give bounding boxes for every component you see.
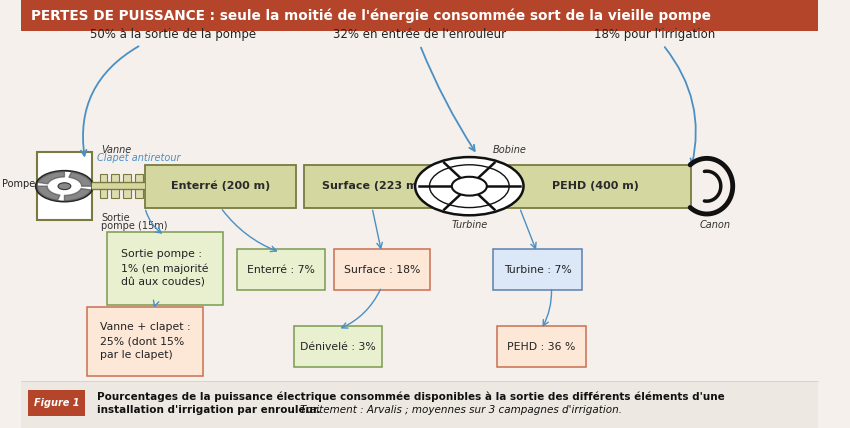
Text: Enterré (200 m): Enterré (200 m) xyxy=(171,181,270,191)
FancyBboxPatch shape xyxy=(493,249,581,290)
Text: pompe (15m): pompe (15m) xyxy=(101,221,167,231)
Text: Traitement : Arvalis ; moyennes sur 3 campagnes d'irrigation.: Traitement : Arvalis ; moyennes sur 3 ca… xyxy=(300,405,622,415)
Text: PERTES DE PUISSANCE : seule la moitié de l'énergie consommée sort de la vieille : PERTES DE PUISSANCE : seule la moitié de… xyxy=(31,8,711,23)
Text: Pompe: Pompe xyxy=(3,179,36,189)
Polygon shape xyxy=(37,186,60,200)
Text: 18% pour l'irrigation: 18% pour l'irrigation xyxy=(594,28,716,41)
FancyBboxPatch shape xyxy=(334,249,430,290)
Text: installation d'irrigation par enrouleur.: installation d'irrigation par enrouleur. xyxy=(97,405,325,415)
FancyBboxPatch shape xyxy=(135,174,144,198)
FancyBboxPatch shape xyxy=(106,232,223,305)
FancyBboxPatch shape xyxy=(236,249,325,290)
Text: Figure 1: Figure 1 xyxy=(34,398,79,408)
Text: Surface : 18%: Surface : 18% xyxy=(344,265,420,275)
Text: Dénivelé : 3%: Dénivelé : 3% xyxy=(300,342,376,352)
Polygon shape xyxy=(38,172,65,184)
Text: Sortie pompe :
1% (en majorité
dû aux coudes): Sortie pompe : 1% (en majorité dû aux co… xyxy=(121,249,208,288)
Text: 32% en entrée de l'enrouleur: 32% en entrée de l'enrouleur xyxy=(333,28,507,41)
Polygon shape xyxy=(69,172,92,186)
Text: Surface (223 m): Surface (223 m) xyxy=(322,181,422,191)
FancyBboxPatch shape xyxy=(294,326,382,367)
Text: Pourcentages de la puissance électrique consommée disponibles à la sortie des di: Pourcentages de la puissance électrique … xyxy=(97,392,725,402)
Text: Vanne: Vanne xyxy=(101,146,132,155)
Text: PEHD : 36 %: PEHD : 36 % xyxy=(507,342,575,352)
Text: Canon: Canon xyxy=(700,220,730,229)
Text: Turbine : 7%: Turbine : 7% xyxy=(503,265,571,275)
Polygon shape xyxy=(65,189,91,201)
FancyBboxPatch shape xyxy=(500,165,691,208)
FancyBboxPatch shape xyxy=(304,165,439,208)
FancyBboxPatch shape xyxy=(145,165,297,208)
FancyBboxPatch shape xyxy=(37,152,92,220)
Text: Clapet antiretour: Clapet antiretour xyxy=(97,153,180,163)
FancyBboxPatch shape xyxy=(497,326,586,367)
FancyBboxPatch shape xyxy=(87,307,203,376)
FancyBboxPatch shape xyxy=(21,381,819,428)
Circle shape xyxy=(58,183,71,190)
FancyBboxPatch shape xyxy=(110,174,119,198)
Text: Turbine: Turbine xyxy=(451,220,487,229)
FancyBboxPatch shape xyxy=(21,0,819,31)
FancyBboxPatch shape xyxy=(123,174,132,198)
Text: Bobine: Bobine xyxy=(493,145,527,155)
Circle shape xyxy=(415,157,524,215)
Circle shape xyxy=(452,177,487,196)
FancyBboxPatch shape xyxy=(99,174,107,198)
Text: Sortie: Sortie xyxy=(101,213,130,223)
Text: Enterré : 7%: Enterré : 7% xyxy=(246,265,314,275)
Text: 50% à la sortie de la pompe: 50% à la sortie de la pompe xyxy=(90,28,256,41)
Text: PEHD (400 m): PEHD (400 m) xyxy=(552,181,638,191)
Text: Vanne + clapet :
25% (dont 15%
par le clapet): Vanne + clapet : 25% (dont 15% par le cl… xyxy=(99,322,190,360)
FancyBboxPatch shape xyxy=(28,390,85,416)
